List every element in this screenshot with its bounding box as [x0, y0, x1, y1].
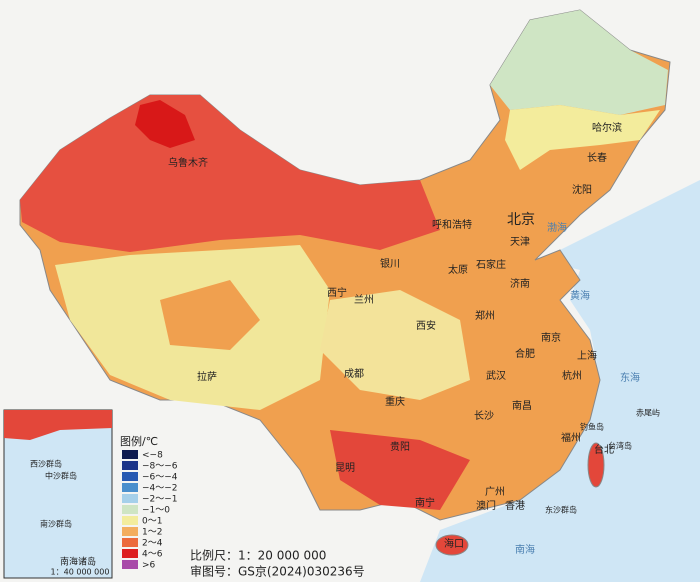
city-label: 银川: [380, 257, 400, 270]
inset-map: [3, 409, 113, 579]
scale-label: 比例尺：1：20 000 000: [190, 549, 326, 563]
city-label: 合肥: [515, 347, 535, 360]
legend-swatch: [122, 472, 138, 481]
city-label: 西宁: [327, 286, 347, 299]
inset-caption: 南海诸岛: [60, 556, 96, 568]
legend-label: >6: [142, 561, 156, 571]
legend-swatch: [122, 538, 138, 547]
legend-label: 0～1: [142, 517, 162, 527]
legend-swatch: [122, 560, 138, 569]
city-label: 拉萨: [197, 370, 217, 383]
city-label: 海口: [444, 537, 464, 550]
city-label: 呼和浩特: [432, 219, 472, 231]
region-south: [330, 430, 470, 510]
city-label: 长春: [587, 152, 607, 164]
legend-label: <−8: [142, 451, 163, 461]
city-label: 武汉: [486, 369, 506, 382]
city-label: 石家庄: [476, 258, 506, 271]
city-label: 成都: [344, 368, 364, 380]
island-label: 台湾岛: [608, 441, 632, 451]
city-label: 杭州: [562, 369, 582, 382]
region-band: [505, 105, 660, 170]
sea-label: 南海: [515, 543, 535, 556]
city-label: 贵阳: [390, 440, 410, 453]
region-northwest: [20, 95, 440, 252]
city-label: 南宁: [415, 496, 435, 509]
city-label: 兰州: [354, 293, 374, 306]
taiwan: [587, 442, 605, 488]
region-northeast: [490, 10, 668, 115]
city-label: 昆明: [335, 462, 355, 474]
city-label: 西安: [416, 319, 436, 332]
legend-label: −6～−4: [142, 473, 178, 483]
legend-title: 图例/℃: [120, 434, 158, 448]
sea-label: 黄海: [570, 289, 590, 302]
legend-swatch: [122, 516, 138, 525]
legend-swatch: [122, 549, 138, 558]
legend-label: −8～−6: [142, 462, 178, 472]
city-label: 长沙: [474, 410, 494, 422]
city-label: 沈阳: [572, 183, 592, 196]
island-label: 西沙群岛: [30, 459, 62, 469]
sea-label: 东海: [620, 371, 640, 384]
city-label: 广州: [485, 486, 505, 498]
region-central: [320, 290, 470, 400]
city-label: 济南: [510, 277, 530, 290]
city-label: 香港: [505, 500, 525, 512]
city-label: 上海: [577, 349, 597, 362]
city-label: 乌鲁木齐: [168, 156, 208, 169]
legend-swatch: [122, 527, 138, 536]
island-label: 中沙群岛: [45, 471, 77, 481]
legend-label: −2～−1: [142, 495, 178, 505]
island-label: 南沙群岛: [40, 519, 72, 529]
legend-label: 2～4: [142, 539, 163, 549]
region-hotspot: [135, 100, 195, 148]
city-label: 重庆: [385, 395, 405, 408]
island-label: 东沙群岛: [545, 505, 577, 515]
city-label: 太原: [448, 263, 468, 276]
legend-label: 4～6: [142, 550, 163, 560]
sea-label: 渤海: [547, 221, 567, 234]
city-label: 福州: [561, 431, 581, 444]
island-label: 赤尾屿: [636, 409, 660, 418]
city-label: 台北: [594, 443, 614, 456]
legend-swatch: [122, 461, 138, 470]
inset-land: [4, 410, 112, 440]
legend-swatch: [122, 505, 138, 514]
legend-label: −4～−2: [142, 484, 178, 494]
city-label: 郑州: [475, 309, 495, 322]
city-label: 南昌: [512, 399, 532, 412]
legend-label: 1～2: [142, 528, 162, 538]
city-label: 天津: [510, 236, 530, 248]
hainan: [435, 534, 469, 556]
city-label: 南京: [541, 331, 561, 344]
region-patch: [160, 280, 260, 350]
city-label: 哈尔滨: [592, 121, 622, 134]
sea-area: [420, 180, 700, 582]
legend-swatch: [122, 483, 138, 492]
city-label: 澳门: [476, 499, 496, 512]
inset-scale: 1：40 000 000: [51, 568, 110, 577]
legend-swatch: [122, 450, 138, 459]
legend: <−8−8～−6−6～−4−4～−2−2～−1−1～00～11～22～44～6>…: [122, 450, 178, 571]
legend-label: −1～0: [142, 506, 170, 516]
city-label: 北京: [507, 212, 535, 228]
labels: 北京 天津 哈尔滨 长春 沈阳 呼和浩特 石家庄 太原 济南 银川 西宁 兰州 …: [30, 121, 660, 579]
legend-swatch: [122, 494, 138, 503]
island-label: 钓鱼岛: [580, 422, 604, 432]
approval-number: 审图号：GS京(2024)030236号: [190, 564, 365, 579]
